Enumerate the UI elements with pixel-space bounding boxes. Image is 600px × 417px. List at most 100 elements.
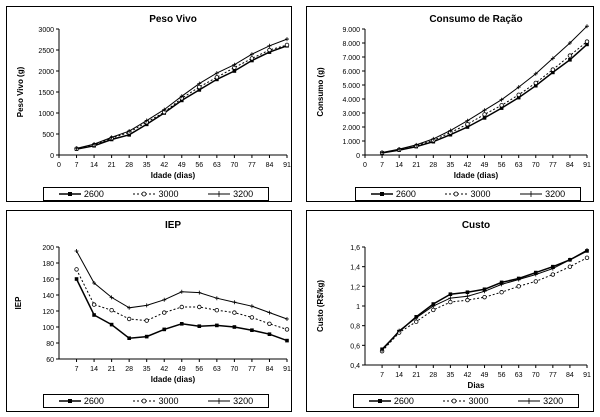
data-point-3200 bbox=[285, 317, 289, 321]
data-point-3000 bbox=[214, 307, 220, 313]
x-tick-label: 7 bbox=[75, 162, 79, 169]
data-point-3000 bbox=[567, 264, 573, 269]
data-point-3000 bbox=[74, 267, 79, 272]
data-point-3200 bbox=[414, 315, 419, 320]
y-tick-label: 9.000 bbox=[342, 27, 360, 34]
data-point-3000 bbox=[214, 75, 220, 80]
x-tick-label: 63 bbox=[213, 162, 221, 169]
data-point-3200 bbox=[482, 289, 487, 294]
y-tick-label: 0 bbox=[356, 153, 360, 160]
data-point-2600 bbox=[232, 325, 237, 329]
data-point-3000 bbox=[584, 39, 590, 44]
x-axis-label: Idade (dias) bbox=[454, 171, 499, 180]
x-tick-label: 49 bbox=[481, 372, 489, 379]
data-point-3000 bbox=[91, 302, 97, 307]
data-point-2600 bbox=[162, 327, 167, 332]
y-tick-label: 1.000 bbox=[342, 139, 360, 146]
y-tick-label: 60 bbox=[46, 357, 54, 364]
x-tick-label: 91 bbox=[583, 162, 591, 169]
x-tick-label: 77 bbox=[549, 162, 557, 169]
chart-iep: IEP 60 80 100 120 140 160 180 200 7 14 21 28 35 42 49 56… bbox=[14, 220, 291, 384]
y-tick-label: 2000 bbox=[38, 69, 54, 76]
y-tick-label: 4.000 bbox=[342, 97, 360, 104]
x-tick-label: 35 bbox=[143, 162, 151, 169]
y-tick-label: 0 bbox=[50, 153, 54, 160]
data-point-3000 bbox=[267, 47, 272, 53]
series-line-3000 bbox=[381, 257, 588, 352]
x-tick-label: 7 bbox=[380, 162, 384, 169]
data-point-3200 bbox=[197, 81, 202, 86]
data-point-3000 bbox=[179, 304, 184, 310]
x-tick-label: 14 bbox=[90, 366, 98, 373]
x-tick-label: 35 bbox=[446, 162, 454, 169]
data-point-3200 bbox=[533, 272, 538, 277]
y-tick-label: 3.000 bbox=[342, 111, 360, 118]
data-point-2600 bbox=[250, 328, 254, 332]
series-line-3200 bbox=[382, 25, 588, 153]
data-point-3200 bbox=[397, 147, 402, 152]
data-point-3000 bbox=[284, 42, 290, 48]
chart-peso-vivo: Peso Vivo 0 500 1000 1500 2000 2500 3000 0 7 14 21 2… bbox=[16, 14, 291, 180]
x-tick-label: 28 bbox=[125, 366, 133, 373]
y-tick-label: 3000 bbox=[38, 27, 54, 34]
data-point-3000 bbox=[448, 299, 453, 305]
x-tick-label: 84 bbox=[266, 162, 274, 169]
x-tick-label: 28 bbox=[429, 162, 437, 169]
data-point-3000 bbox=[232, 310, 237, 315]
data-point-3200 bbox=[585, 24, 589, 29]
y-tick-label: 160 bbox=[42, 277, 54, 284]
data-point-3000 bbox=[284, 327, 290, 332]
data-point-3000 bbox=[516, 284, 521, 289]
legend-item-3200: 3200 bbox=[208, 396, 254, 406]
data-point-3200 bbox=[448, 128, 453, 133]
data-point-3000 bbox=[567, 53, 573, 58]
y-tick-label: 5.000 bbox=[342, 83, 360, 90]
y-tick-label: 200 bbox=[42, 245, 54, 252]
y-tick-label: 100 bbox=[42, 325, 54, 332]
data-point-3000 bbox=[482, 112, 487, 117]
series-line-2600 bbox=[381, 43, 588, 154]
y-axis-label: IEP bbox=[14, 296, 23, 310]
y-tick-label: 7.000 bbox=[342, 55, 360, 62]
data-point-3200 bbox=[74, 146, 79, 151]
data-point-2600 bbox=[232, 69, 237, 73]
data-point-3200 bbox=[585, 247, 589, 252]
x-tick-label: 14 bbox=[395, 372, 403, 379]
data-point-3200 bbox=[92, 281, 97, 285]
chart-panel-peso-vivo: Peso Vivo 0 500 1000 1500 2000 2500 3000 0 7 14 21 2… bbox=[6, 6, 292, 202]
y-tick-label: 140 bbox=[42, 293, 54, 300]
data-point-3200 bbox=[567, 257, 572, 262]
legend-item-2600: 2600 bbox=[368, 396, 414, 406]
data-point-3200 bbox=[267, 310, 272, 315]
data-point-2600 bbox=[92, 313, 96, 317]
data-point-3000 bbox=[162, 310, 167, 315]
x-tick-label: 70 bbox=[532, 372, 540, 379]
y-tick-label: 120 bbox=[42, 309, 54, 316]
data-point-2600 bbox=[482, 116, 487, 120]
data-point-2600 bbox=[127, 336, 131, 340]
data-point-3000 bbox=[465, 297, 470, 303]
data-point-3000 bbox=[533, 80, 538, 86]
data-point-2600 bbox=[465, 125, 470, 129]
x-tick-label: 77 bbox=[549, 372, 557, 379]
data-point-3000 bbox=[482, 294, 487, 300]
data-point-3200 bbox=[214, 71, 219, 76]
legend-item-3200: 3200 bbox=[520, 189, 566, 199]
data-point-3000 bbox=[499, 290, 504, 295]
data-point-2600 bbox=[144, 334, 149, 339]
legend-item-2600: 2600 bbox=[370, 189, 416, 199]
x-tick-label: 42 bbox=[464, 162, 472, 169]
data-point-2600 bbox=[74, 277, 79, 281]
data-point-2600 bbox=[179, 322, 184, 326]
x-tick-label: 56 bbox=[195, 162, 203, 169]
y-tick-label: 1000 bbox=[38, 111, 54, 118]
data-point-3200 bbox=[162, 107, 167, 112]
y-tick-label: 0,4 bbox=[350, 363, 360, 370]
data-point-3000 bbox=[249, 56, 255, 61]
data-point-3200 bbox=[232, 300, 237, 305]
data-point-3000 bbox=[144, 318, 149, 323]
x-tick-label: 35 bbox=[143, 366, 151, 373]
data-point-3200 bbox=[197, 290, 202, 295]
y-axis-label: Peso Vivo (g) bbox=[16, 66, 25, 117]
x-tick-label: 63 bbox=[515, 372, 523, 379]
